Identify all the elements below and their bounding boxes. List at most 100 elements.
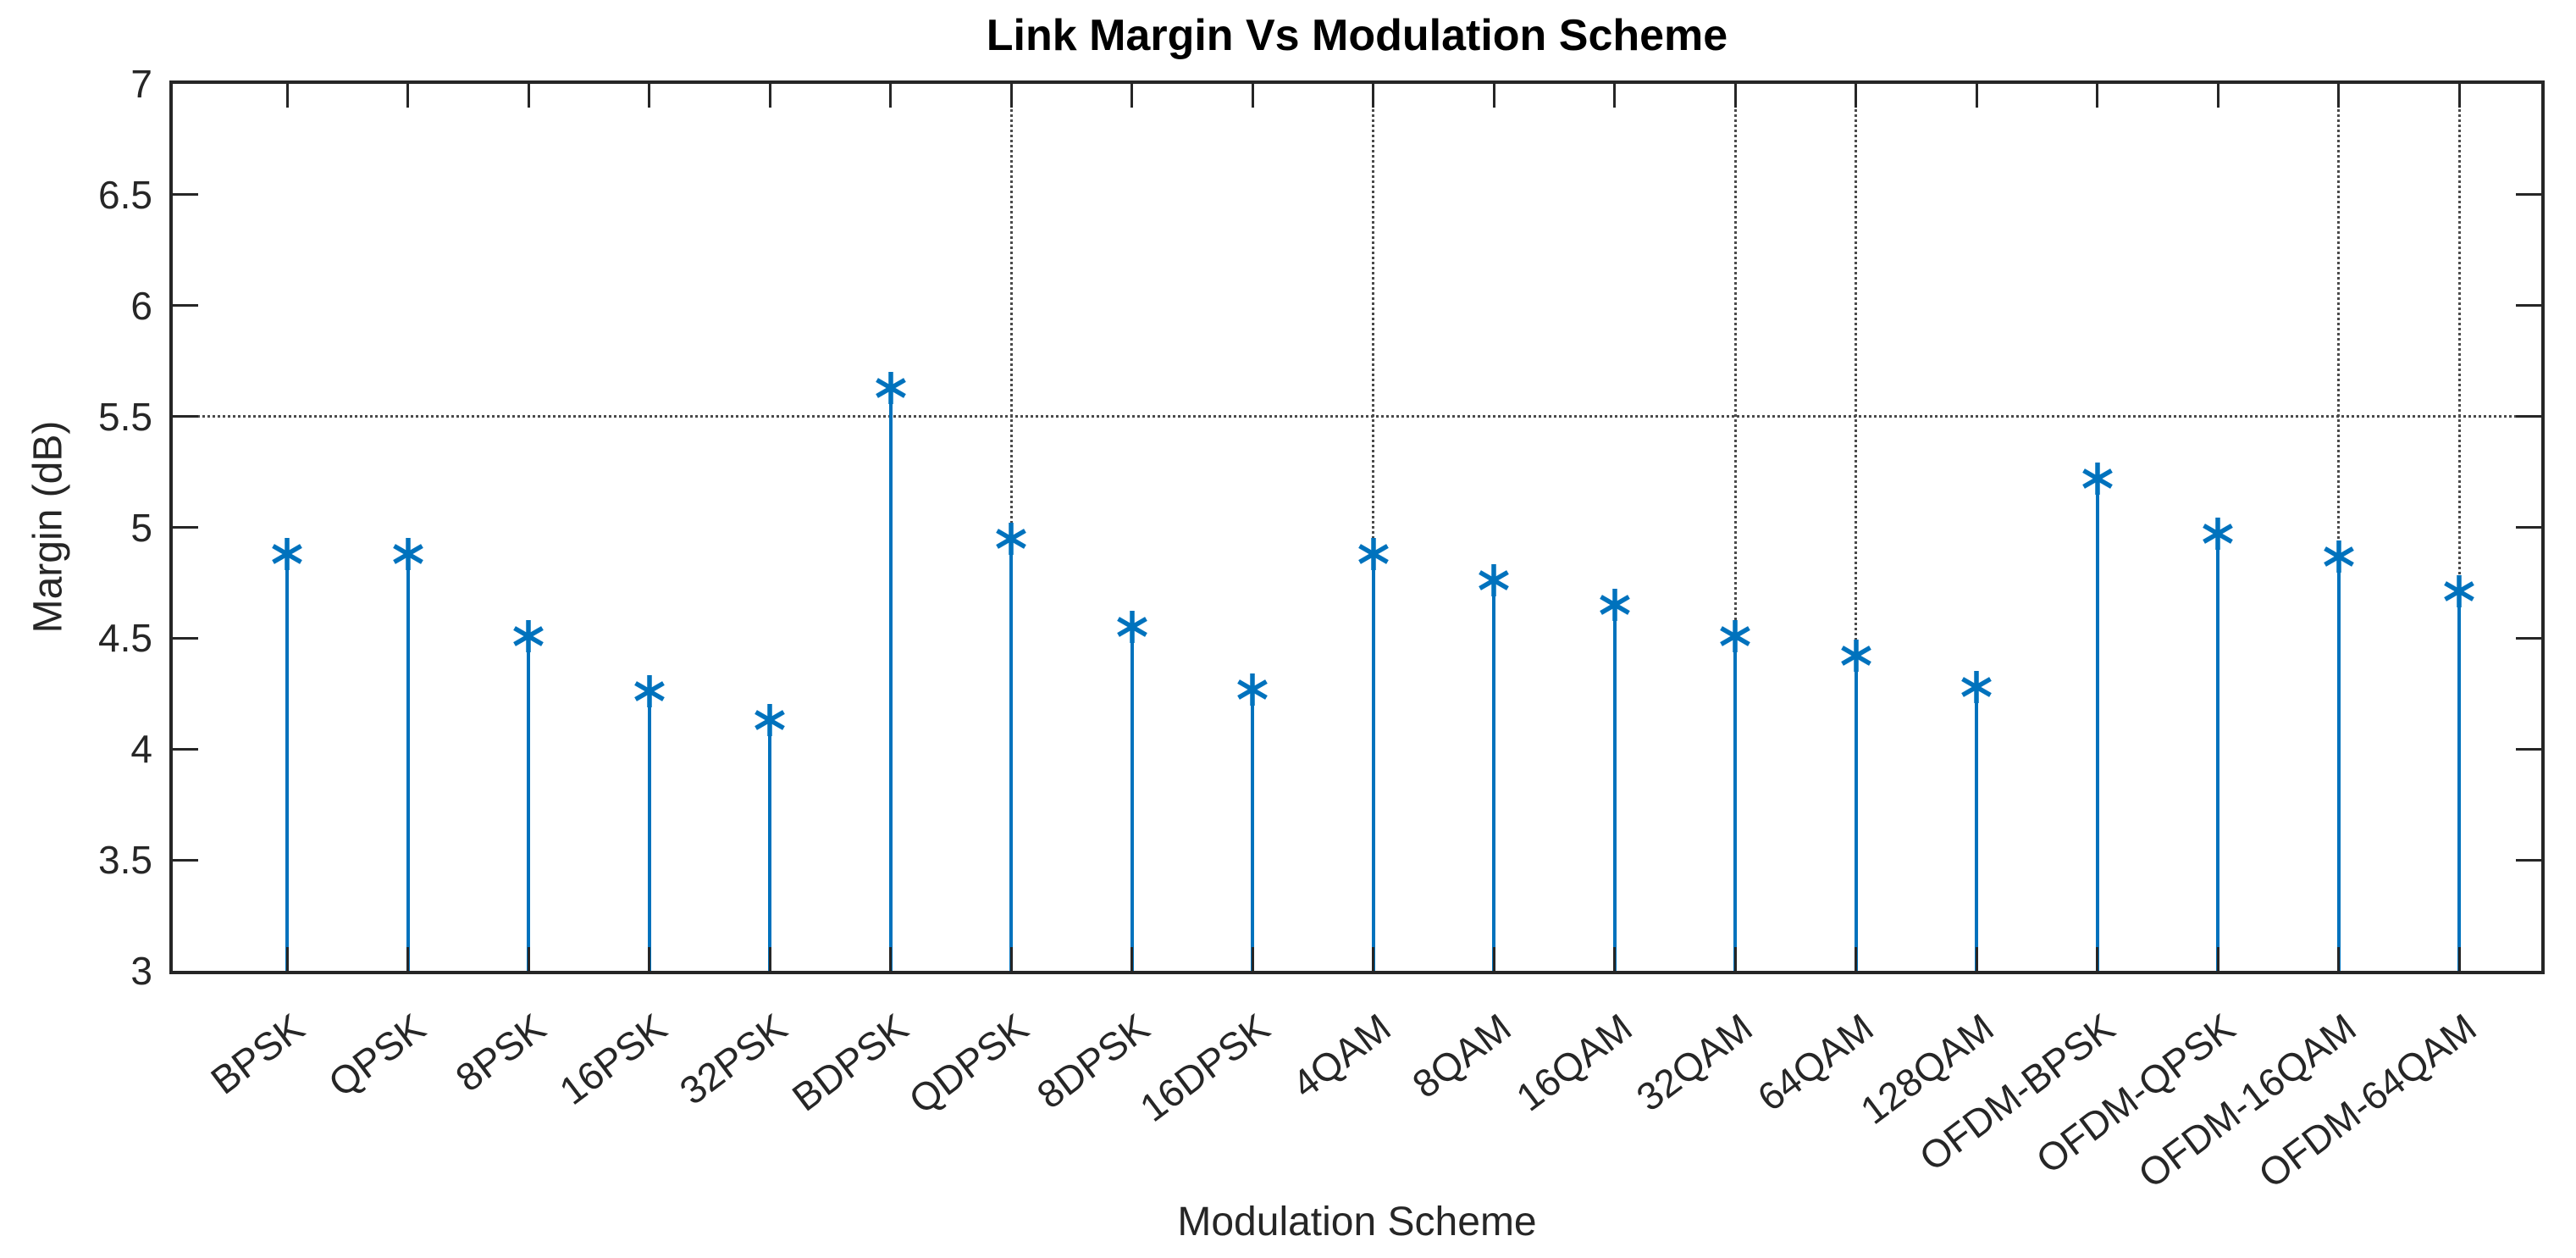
x-tick-top xyxy=(1733,84,1737,108)
x-tick-bottom xyxy=(1975,947,1978,971)
x-tick-bottom xyxy=(1372,947,1374,971)
y-tick-label: 7 xyxy=(130,62,152,106)
x-axis-label: Modulation Scheme xyxy=(1177,1200,1537,1244)
y-tick-label: 6 xyxy=(130,283,152,328)
stem-line xyxy=(1733,635,1737,971)
x-tick-top xyxy=(1009,84,1013,108)
stem-line xyxy=(527,635,530,971)
x-tick-bottom xyxy=(2457,947,2461,971)
x-tick-top xyxy=(1492,84,1495,108)
vertical-gridline xyxy=(1855,84,1857,971)
asterisk-marker-icon xyxy=(2444,575,2474,608)
y-tick-right xyxy=(2516,858,2541,862)
x-tick-bottom xyxy=(1855,947,1857,971)
asterisk-marker-icon xyxy=(1479,564,1509,597)
x-tick-top xyxy=(285,84,289,108)
x-tick-bottom xyxy=(1009,947,1013,971)
asterisk-marker-icon xyxy=(2081,462,2113,495)
x-tick-bottom xyxy=(768,947,771,971)
plot-area xyxy=(169,80,2545,974)
stem-line xyxy=(2095,478,2099,971)
asterisk-marker-icon xyxy=(2203,518,2233,551)
y-tick-right xyxy=(2516,526,2541,529)
x-tick-top xyxy=(1613,84,1616,108)
x-tick-bottom xyxy=(527,947,530,971)
x-tick-label: BDPSK xyxy=(783,1005,916,1120)
x-tick-top xyxy=(648,84,650,108)
y-tick-left xyxy=(173,526,198,529)
y-tick-label: 3 xyxy=(130,949,152,993)
x-tick-bottom xyxy=(1613,947,1616,971)
y-tick-left xyxy=(173,636,198,640)
x-tick-top xyxy=(1855,84,1857,108)
stem-line xyxy=(1009,538,1013,971)
x-tick-label: 8PSK xyxy=(447,1005,554,1100)
y-tick-right xyxy=(2516,747,2541,751)
vertical-gridline xyxy=(2457,84,2461,971)
y-tick-label: 4 xyxy=(130,727,152,772)
x-tick-top xyxy=(1975,84,1978,108)
vertical-gridline xyxy=(1733,84,1737,971)
asterisk-marker-icon xyxy=(1237,673,1268,706)
x-tick-label: QPSK xyxy=(319,1005,434,1106)
x-tick-label: 16DPSK xyxy=(1131,1005,1278,1130)
y-tick-right xyxy=(2516,636,2541,640)
stem-line xyxy=(768,720,771,971)
asterisk-marker-icon xyxy=(1357,537,1389,570)
x-tick-label: 32QAM xyxy=(1628,1005,1761,1120)
x-tick-label: OFDM-64QAM xyxy=(2250,1005,2485,1197)
x-tick-bottom xyxy=(1251,947,1254,971)
x-tick-bottom xyxy=(1733,947,1737,971)
stem-line xyxy=(2336,556,2341,971)
y-tick-right xyxy=(2516,415,2541,418)
y-tick-left xyxy=(173,304,198,308)
asterisk-marker-icon xyxy=(1961,670,1992,703)
asterisk-marker-icon xyxy=(996,522,1026,555)
asterisk-marker-icon xyxy=(755,704,785,737)
asterisk-marker-icon xyxy=(633,675,665,708)
asterisk-marker-icon xyxy=(392,537,423,570)
stem-line xyxy=(2216,534,2219,971)
x-tick-label: 16PSK xyxy=(550,1005,675,1113)
x-tick-bottom xyxy=(1130,947,1133,971)
stem-line xyxy=(1975,686,1978,971)
x-tick-label: QDPSK xyxy=(900,1005,1036,1122)
x-tick-bottom xyxy=(2216,947,2219,971)
y-tick-right xyxy=(2516,193,2541,197)
y-tick-label: 5 xyxy=(130,505,152,550)
y-tick-left xyxy=(173,747,198,751)
x-tick-label: BPSK xyxy=(202,1005,312,1103)
x-tick-top xyxy=(2337,84,2340,108)
y-tick-label: 5.5 xyxy=(98,394,152,439)
stem-line xyxy=(1612,605,1617,971)
x-tick-label: 4QAM xyxy=(1283,1005,1399,1107)
stem-line xyxy=(1371,553,1375,971)
y-tick-left xyxy=(173,415,198,418)
x-tick-bottom xyxy=(1492,947,1495,971)
stem-line xyxy=(1492,580,1495,971)
x-tick-top xyxy=(889,84,892,108)
stem-line xyxy=(406,553,410,971)
asterisk-marker-icon xyxy=(1116,611,1147,644)
y-tick-label: 4.5 xyxy=(98,616,152,661)
asterisk-marker-icon xyxy=(875,371,906,404)
x-tick-label: 32PSK xyxy=(671,1005,795,1113)
x-tick-bottom xyxy=(889,947,892,971)
y-tick-left xyxy=(173,193,198,197)
threshold-line xyxy=(173,415,2541,418)
x-tick-top xyxy=(1251,84,1254,108)
stem-line xyxy=(1251,689,1254,971)
asterisk-marker-icon xyxy=(1599,589,1630,622)
x-tick-top xyxy=(1130,84,1133,108)
x-tick-bottom xyxy=(2096,947,2098,971)
vertical-gridline xyxy=(2337,84,2340,971)
x-tick-label: 16QAM xyxy=(1507,1005,1640,1120)
x-tick-top xyxy=(2457,84,2461,108)
x-tick-bottom xyxy=(2337,947,2340,971)
stem-line xyxy=(1130,627,1134,971)
stem-line xyxy=(647,691,651,971)
asterisk-marker-icon xyxy=(513,619,544,652)
stem-line xyxy=(1854,656,1858,971)
vertical-gridline xyxy=(1372,84,1374,971)
